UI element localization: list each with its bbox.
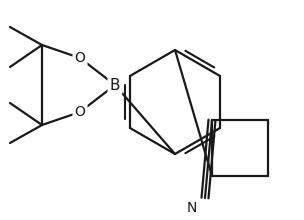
Text: N: N xyxy=(187,201,197,215)
Text: O: O xyxy=(74,105,85,119)
Text: B: B xyxy=(110,77,120,92)
Text: O: O xyxy=(74,51,85,65)
